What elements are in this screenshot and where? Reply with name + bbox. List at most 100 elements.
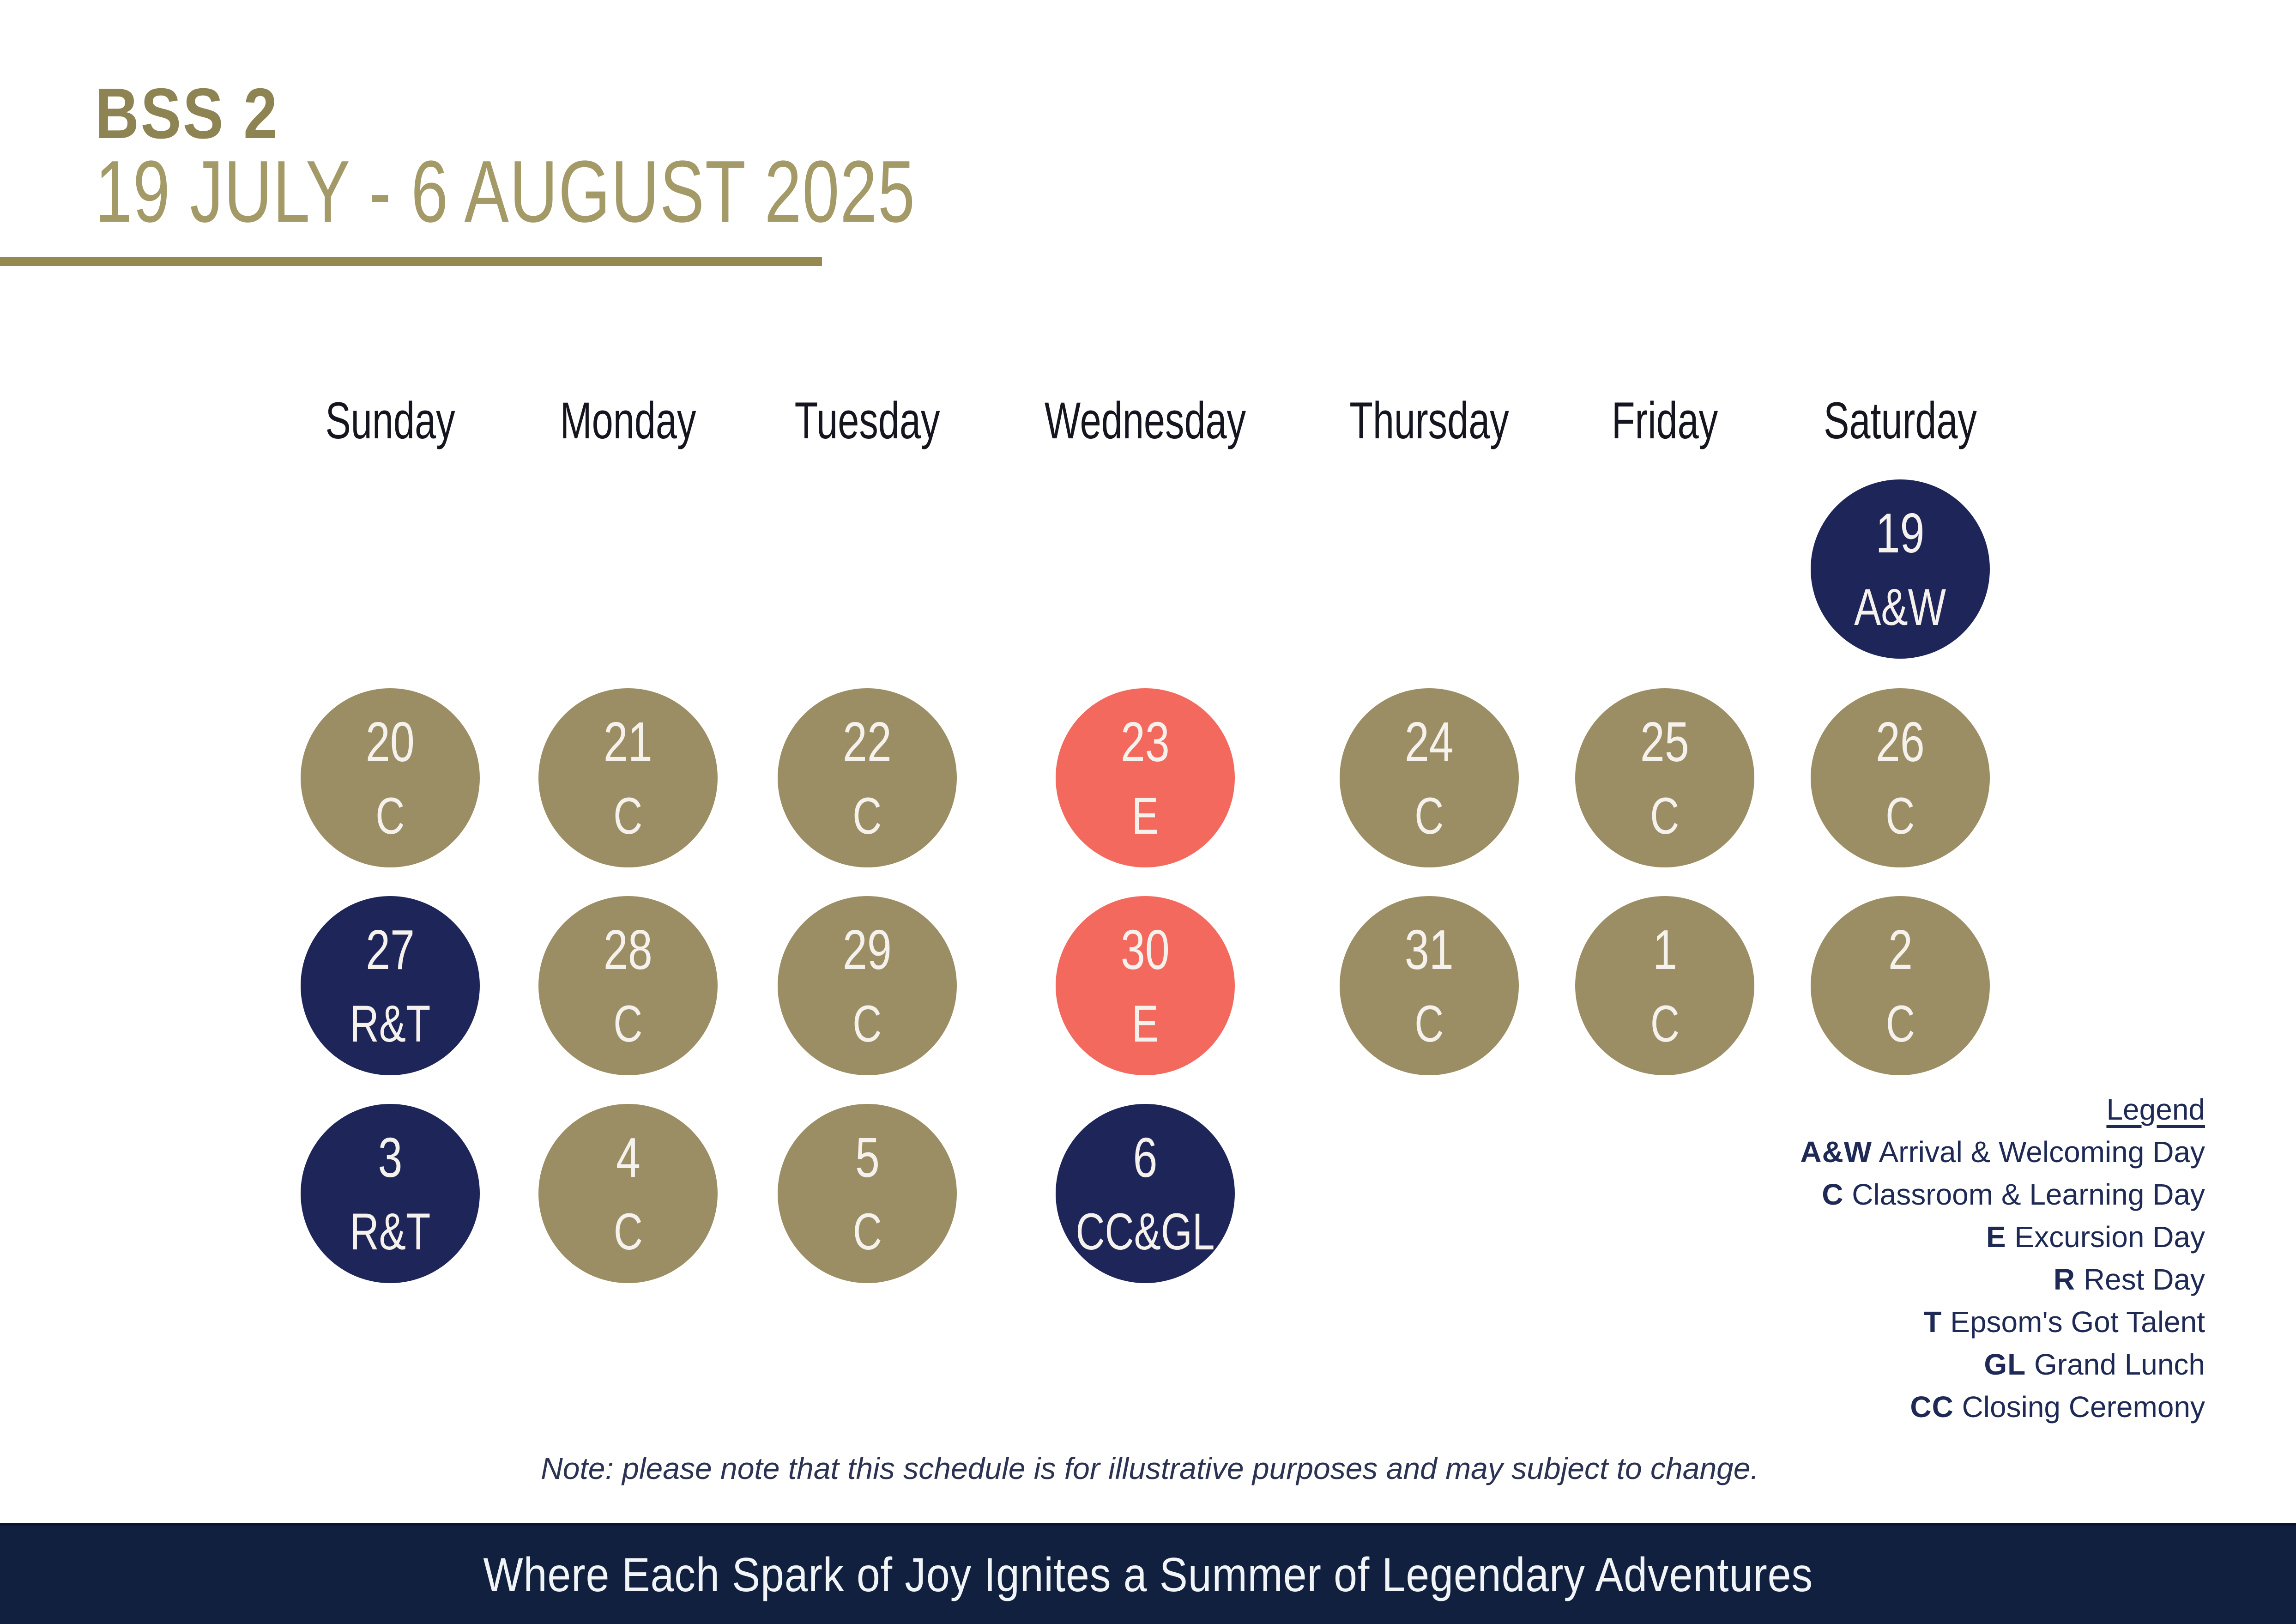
- legend-entry-e: E Excursion Day: [1800, 1216, 2205, 1258]
- day-number: 31: [1405, 918, 1454, 981]
- calendar-day-content: 3 R&T: [350, 1129, 431, 1258]
- legend-entry-r: R Rest Day: [1800, 1258, 2205, 1301]
- day-code: C: [1650, 995, 1680, 1053]
- footer-slogan: Where Each Spark of Joy Ignites a Summer…: [483, 1548, 1813, 1602]
- title-underline-rule: [0, 257, 822, 266]
- legend-entries: A&W Arrival & Welcoming Day C Classroom &…: [1800, 1131, 2205, 1428]
- legend-label: Classroom & Learning Day: [1843, 1178, 2205, 1211]
- legend-label: Closing Ceremony: [1953, 1390, 2205, 1424]
- day-header-monday: Monday: [560, 392, 696, 449]
- day-header-saturday: Saturday: [1824, 392, 1977, 449]
- day-code: C: [613, 1203, 643, 1260]
- calendar-day-26: 26 C: [1811, 688, 1990, 867]
- day-number: 22: [843, 710, 892, 773]
- disclaimer-note: Note: please note that this schedule is …: [541, 1451, 1759, 1485]
- calendar-day-content: 26 C: [1876, 714, 1925, 842]
- day-number: 19: [1876, 502, 1925, 564]
- calendar-day-content: 19 A&W: [1855, 505, 1946, 633]
- calendar-day-25: 25 C: [1575, 688, 1754, 867]
- calendar-day-24: 24 C: [1340, 688, 1519, 867]
- calendar-day-6: 6 CC&GL: [1056, 1104, 1235, 1283]
- legend-code: A&W: [1800, 1135, 1873, 1169]
- calendar-day-content: 22 C: [843, 714, 892, 842]
- legend-entry-cc: CC Closing Ceremony: [1800, 1386, 2205, 1428]
- legend-label: Epsom's Got Talent: [1942, 1305, 2205, 1339]
- day-number: 5: [855, 1126, 880, 1189]
- day-code: C: [1885, 787, 1915, 845]
- day-code: C: [613, 995, 643, 1053]
- day-code: C: [852, 787, 882, 845]
- calendar-day-content: 28 C: [604, 921, 653, 1050]
- day-number: 4: [616, 1126, 640, 1189]
- calendar-day-content: 27 R&T: [350, 921, 431, 1050]
- calendar-day-content: 30 E: [1121, 921, 1170, 1050]
- day-code: C: [1414, 787, 1444, 845]
- legend-entry-t: T Epsom's Got Talent: [1800, 1301, 2205, 1343]
- day-number: 3: [378, 1126, 403, 1189]
- day-number: 25: [1640, 710, 1689, 773]
- day-number: 23: [1121, 710, 1170, 773]
- footer-banner: Where Each Spark of Joy Ignites a Summer…: [0, 1523, 2296, 1624]
- day-code: C: [1885, 995, 1915, 1053]
- calendar-day-content: 29 C: [843, 921, 892, 1050]
- calendar-day-22: 22 C: [778, 688, 957, 867]
- calendar-day-28: 28 C: [538, 896, 718, 1075]
- calendar-day-content: 23 E: [1121, 714, 1170, 842]
- legend-label: Grand Lunch: [2026, 1348, 2205, 1381]
- day-code: C: [852, 995, 882, 1053]
- legend-code: T: [1923, 1305, 1942, 1339]
- calendar-day-30: 30 E: [1056, 896, 1235, 1075]
- legend: Legend A&W Arrival & Welcoming Day C Clas…: [1800, 1088, 2205, 1428]
- day-code: R&T: [350, 1203, 431, 1260]
- day-code: A&W: [1854, 578, 1946, 636]
- calendar-day-21: 21 C: [538, 688, 718, 867]
- legend-label: Excursion Day: [2006, 1220, 2205, 1254]
- day-code: C: [613, 787, 643, 845]
- legend-label: Arrival & Welcoming Day: [1872, 1135, 2205, 1169]
- legend-code: C: [1822, 1178, 1844, 1211]
- day-code: CC&GL: [1075, 1203, 1215, 1260]
- day-code: R&T: [350, 995, 431, 1053]
- calendar-day-content: 6 CC&GL: [1076, 1129, 1215, 1258]
- date-range: 19 JULY - 6 AUGUST 2025: [95, 143, 916, 241]
- day-number: 28: [604, 918, 653, 981]
- day-code: C: [375, 787, 405, 845]
- day-number: 29: [843, 918, 892, 981]
- calendar-day-content: 21 C: [604, 714, 653, 842]
- day-code: C: [1414, 995, 1444, 1053]
- day-header-thursday: Thursday: [1349, 392, 1509, 449]
- day-header-sunday: Sunday: [325, 392, 455, 449]
- calendar-day-23: 23 E: [1056, 688, 1235, 867]
- calendar-day-content: 20 C: [366, 714, 415, 842]
- calendar-day-content: 31 C: [1405, 921, 1454, 1050]
- legend-code: E: [1986, 1220, 2006, 1254]
- calendar-day-31: 31 C: [1340, 896, 1519, 1075]
- legend-entry-gl: GL Grand Lunch: [1800, 1343, 2205, 1386]
- day-header-friday: Friday: [1611, 392, 1718, 449]
- calendar-day-27: 27 R&T: [301, 896, 480, 1075]
- day-code: E: [1131, 995, 1159, 1053]
- day-number: 6: [1133, 1126, 1158, 1189]
- legend-label: Rest Day: [2075, 1263, 2205, 1296]
- day-number: 24: [1405, 710, 1454, 773]
- day-number: 1: [1652, 918, 1677, 981]
- day-number: 2: [1888, 918, 1913, 981]
- legend-entry-aandw: A&W Arrival & Welcoming Day: [1800, 1131, 2205, 1173]
- calendar-day-content: 25 C: [1640, 714, 1689, 842]
- legend-code: CC: [1910, 1390, 1954, 1424]
- day-number: 30: [1121, 918, 1170, 981]
- day-number: 20: [366, 710, 415, 773]
- day-code: E: [1131, 787, 1159, 845]
- day-code: C: [1650, 787, 1680, 845]
- legend-code: GL: [1984, 1348, 2026, 1381]
- day-number: 26: [1876, 710, 1925, 773]
- day-number: 27: [366, 918, 415, 981]
- page-title: BSS 2: [95, 73, 279, 153]
- legend-entry-c: C Classroom & Learning Day: [1800, 1173, 2205, 1216]
